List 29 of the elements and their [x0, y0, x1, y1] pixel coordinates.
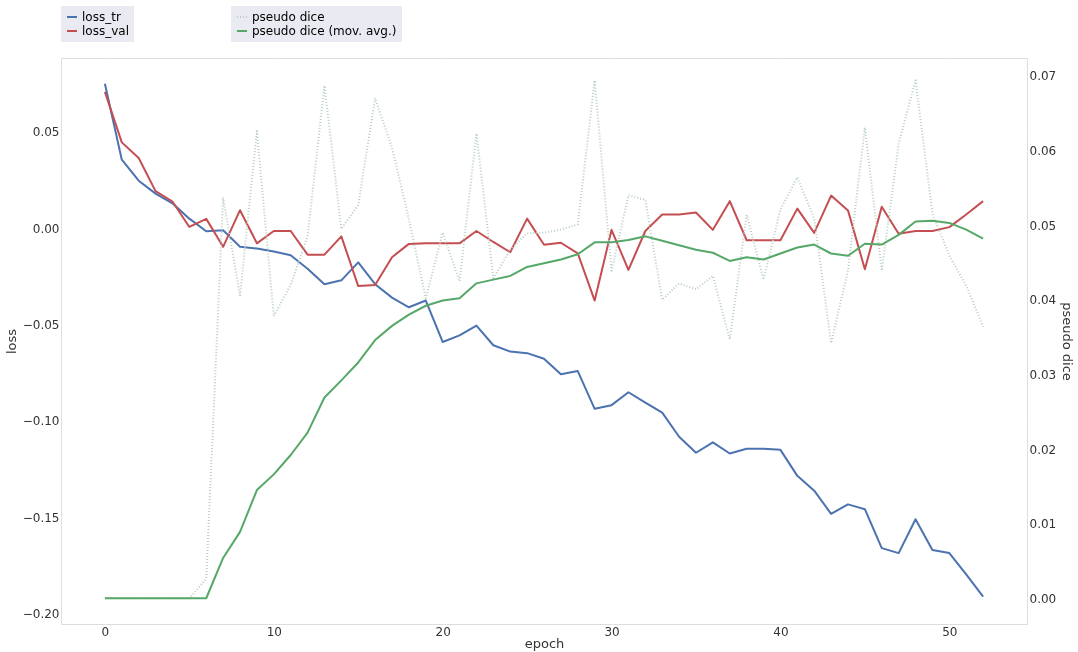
y2-tick-label: 0.04: [1029, 293, 1057, 308]
x-tick-label: 10: [266, 624, 282, 639]
legend-label: pseudo dice (mov. avg.): [252, 24, 397, 38]
legend-label: loss_val: [82, 24, 129, 38]
y-tick-label: −0.20: [22, 607, 60, 622]
x-tick-label: 30: [604, 624, 620, 639]
y2-tick-label: 0.02: [1029, 442, 1057, 457]
y2-tick-label: 0.01: [1029, 517, 1057, 532]
y-axis-title: loss: [3, 328, 19, 355]
y2-tick-label: 0.06: [1029, 144, 1057, 159]
line-series: [103, 90, 985, 302]
y-tick-label: 0.00: [32, 221, 60, 236]
legend-label: loss_tr: [82, 10, 121, 24]
x-tick-label: 50: [942, 624, 958, 639]
y-tick-label: 0.05: [32, 125, 60, 140]
y2-tick-label: 0.00: [1029, 591, 1057, 606]
y2-tick-label: 0.03: [1029, 367, 1057, 382]
y-tick-label: −0.15: [22, 510, 60, 525]
x-tick-label: 0: [101, 624, 110, 639]
x-tick-label: 20: [435, 624, 451, 639]
legend-label: pseudo dice: [252, 10, 325, 24]
y-tick-label: −0.10: [22, 414, 60, 429]
y2-tick-label: 0.05: [1029, 218, 1057, 233]
y2-tick-label: 0.07: [1029, 69, 1057, 84]
x-axis-title: epoch: [524, 635, 565, 651]
line-series: [103, 219, 985, 600]
x-tick-label: 40: [773, 624, 789, 639]
y-tick-label: −0.05: [22, 318, 60, 333]
y2-axis-title: pseudo dice: [1060, 302, 1076, 381]
